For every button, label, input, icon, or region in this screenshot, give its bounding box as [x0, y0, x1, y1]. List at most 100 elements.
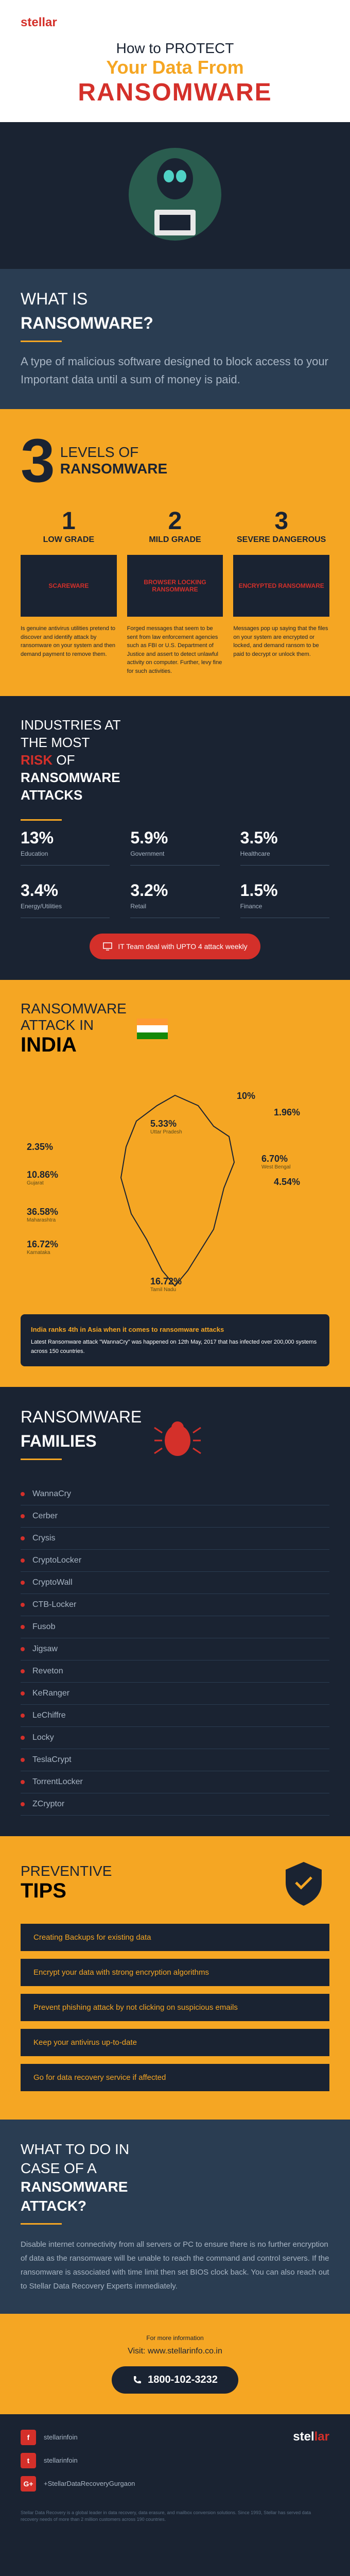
level-card: 1 LOW GRADE SCAREWARE Is genuine antivir… [21, 507, 117, 675]
dot-icon [21, 1536, 25, 1540]
tip-item: Prevent phishing attack by not clicking … [21, 1994, 329, 2021]
family-item: Jigsaw [21, 1638, 329, 1660]
family-item: Locky [21, 1727, 329, 1749]
social-text: stellarinfoin [44, 2456, 78, 2464]
level-name: SEVERE DANGEROUS [233, 535, 329, 545]
level-box: SCAREWARE [21, 555, 117, 617]
map-label: 10.86%Gujarat [27, 1170, 58, 1186]
industry-pct: 3.2% [130, 881, 219, 900]
level-cards: 1 LOW GRADE SCAREWARE Is genuine antivir… [21, 507, 329, 675]
industry-label: Retail [130, 903, 219, 910]
dot-icon [21, 1714, 25, 1718]
industries-section: INDUSTRIES AT THE MOST RISK OF RANSOMWAR… [0, 696, 350, 980]
dot-icon [21, 1514, 25, 1518]
industries-grid: 13% Education 5.9% Government 3.5% Healt… [21, 828, 329, 918]
title-line3: RANSOMWARE [21, 78, 329, 107]
family-item: Crysis [21, 1528, 329, 1550]
dot-icon [21, 1669, 25, 1673]
tip-item: Encrypt your data with strong encryption… [21, 1959, 329, 1986]
level-name: MILD GRADE [127, 535, 223, 545]
map-label: 6.70%West Bengal [261, 1154, 291, 1170]
wtd-text: Disable internet connectivity from all s… [21, 2238, 329, 2293]
map-label: 16.72%Karnataka [27, 1239, 58, 1256]
social-row[interactable]: G+ +StellarDataRecoveryGurgaon [21, 2476, 135, 2492]
industry-item: 13% Education [21, 828, 110, 866]
industry-item: 5.9% Government [130, 828, 219, 866]
family-item: ZCryptor [21, 1793, 329, 1816]
level-box: ENCRYPTED RANSOMWARE [233, 555, 329, 617]
level-num: 2 [127, 507, 223, 535]
dot-icon [21, 1691, 25, 1696]
dot-icon [21, 1647, 25, 1651]
map-outline-icon [85, 1085, 265, 1291]
india-title: RANSOMWARE ATTACK IN INDIA [21, 1001, 127, 1057]
industry-label: Education [21, 850, 110, 857]
social-icon: f [21, 2430, 36, 2445]
family-item: CryptoLocker [21, 1550, 329, 1572]
shield-icon [278, 1857, 329, 1908]
family-item: TeslaCrypt [21, 1749, 329, 1771]
industry-pct: 3.5% [240, 828, 329, 848]
footer-info: For more information [21, 2334, 329, 2342]
social-row[interactable]: f stellarinfoin [21, 2430, 135, 2445]
family-item: CTB-Locker [21, 1594, 329, 1616]
family-item: KeRanger [21, 1683, 329, 1705]
family-item: Reveton [21, 1660, 329, 1683]
tip-item: Creating Backups for existing data [21, 1924, 329, 1951]
phone-button[interactable]: 1800-102-3232 [112, 2366, 238, 2394]
level-box: BROWSER LOCKING RANSOMWARE [127, 555, 223, 617]
social-text: +StellarDataRecoveryGurgaon [44, 2480, 135, 2487]
it-badge: IT Team deal with UPTO 4 attack weekly [90, 934, 260, 959]
levels-number: 3 [21, 430, 55, 492]
dot-icon [21, 1558, 25, 1563]
level-card: 2 MILD GRADE BROWSER LOCKING RANSOMWARE … [127, 507, 223, 675]
family-item: Fusob [21, 1616, 329, 1638]
tip-item: Go for data recovery service if affected [21, 2064, 329, 2091]
industry-label: Government [130, 850, 219, 857]
industry-label: Healthcare [240, 850, 329, 857]
levels-title: LEVELS OF RANSOMWARE [60, 444, 167, 477]
social-list: f stellarinfoin t stellarinfoin G+ +Stel… [21, 2430, 135, 2499]
header: stellar How to PROTECT Your Data From RA… [0, 0, 350, 122]
level-num: 1 [21, 507, 117, 535]
level-desc: Messages pop up saying that the files on… [233, 624, 329, 658]
dot-icon [21, 1758, 25, 1762]
wtd-title: WHAT TO DO IN CASE OF A RANSOMWARE ATTAC… [21, 2140, 329, 2215]
family-item: TorrentLocker [21, 1771, 329, 1793]
what-is-title1: WHAT IS [21, 290, 329, 309]
level-desc: Forged messages that seem to be sent fro… [127, 624, 223, 675]
industry-item: 3.5% Healthcare [240, 828, 329, 866]
underline [21, 1459, 62, 1460]
disclaimer: Stellar Data Recovery is a global leader… [21, 2510, 329, 2523]
industry-pct: 1.5% [240, 881, 329, 900]
hacker-icon [124, 143, 226, 246]
social-text: stellarinfoin [44, 2433, 78, 2441]
dot-icon [21, 1581, 25, 1585]
industry-pct: 5.9% [130, 828, 219, 848]
industry-pct: 3.4% [21, 881, 110, 900]
footer-logo: stellar [293, 2430, 329, 2444]
dot-icon [21, 1603, 25, 1607]
dot-icon [21, 1780, 25, 1784]
india-section: RANSOMWARE ATTACK IN INDIA 10% 1.96% 5.3… [0, 980, 350, 1387]
level-desc: Is genuine antivirus utilities pretend t… [21, 624, 117, 658]
map-label: 2.35% [27, 1142, 53, 1153]
india-map: 10% 1.96% 5.33%Uttar Pradesh 2.35% 6.70%… [21, 1072, 329, 1304]
what-to-do-section: WHAT TO DO IN CASE OF A RANSOMWARE ATTAC… [0, 2120, 350, 2314]
families-list: WannaCryCerberCrysisCryptoLockerCryptoWa… [21, 1483, 329, 1816]
industry-item: 1.5% Finance [240, 881, 329, 918]
dot-icon [21, 1625, 25, 1629]
families-section: RANSOMWARE FAMILIES WannaCryCerberCrysis… [0, 1387, 350, 1836]
industries-title: INDUSTRIES AT THE MOST RISK OF RANSOMWAR… [21, 717, 329, 804]
social-section: f stellarinfoin t stellarinfoin G+ +Stel… [0, 2414, 350, 2539]
map-label: 16.72%Tamil Nadu [150, 1276, 182, 1293]
bug-icon [152, 1412, 203, 1464]
footer-section: For more information Visit: www.stellari… [0, 2314, 350, 2414]
social-row[interactable]: t stellarinfoin [21, 2453, 135, 2468]
families-title: RANSOMWARE FAMILIES [21, 1408, 142, 1468]
dot-icon [21, 1802, 25, 1806]
map-label: 10% [237, 1091, 255, 1101]
hero-image [0, 122, 350, 269]
industry-pct: 13% [21, 828, 110, 848]
map-label: 4.54% [274, 1177, 300, 1188]
